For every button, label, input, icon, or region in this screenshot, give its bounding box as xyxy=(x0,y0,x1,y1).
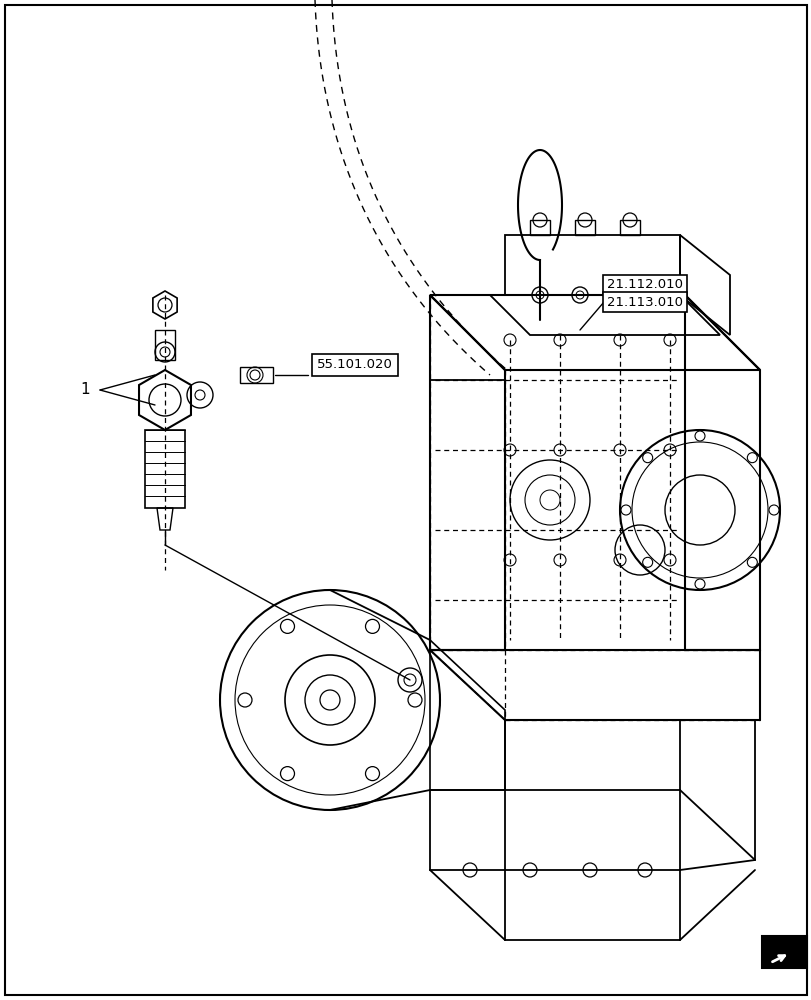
FancyBboxPatch shape xyxy=(761,936,806,968)
Text: 21.112.010: 21.112.010 xyxy=(607,278,682,292)
Text: 1: 1 xyxy=(80,382,90,397)
Text: 21.113.010: 21.113.010 xyxy=(607,296,682,308)
Text: 55.101.020: 55.101.020 xyxy=(316,359,393,371)
